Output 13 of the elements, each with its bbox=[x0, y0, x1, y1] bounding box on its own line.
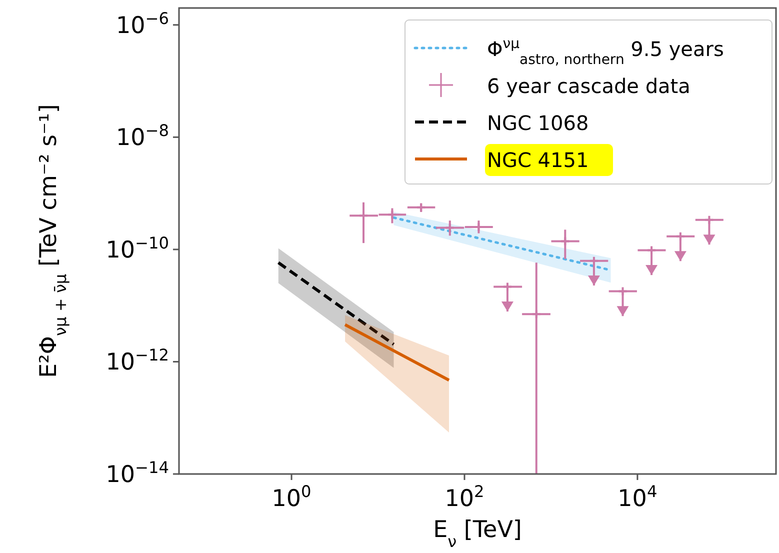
legend-label: NGC 4151 bbox=[487, 148, 589, 172]
legend-label: 6 year cascade data bbox=[487, 74, 690, 98]
y-tick-label: 10$^{−8}$ bbox=[116, 120, 169, 152]
x-tick-label: 10$^{4}$ bbox=[618, 482, 658, 512]
x-tick-label: 10$^{2}$ bbox=[444, 482, 484, 512]
legend-label: Φ$^{νμ}$$_{astro, northern}$ 9.5 years bbox=[487, 36, 724, 68]
y-tick-label: 10$^{−10}$ bbox=[106, 232, 169, 264]
x-tick-label: 10$^{0}$ bbox=[272, 482, 312, 512]
legend-label: NGC 1068 bbox=[487, 111, 589, 135]
y-tick-label: 10$^{−6}$ bbox=[116, 8, 169, 39]
y-tick-label: 10$^{−14}$ bbox=[106, 458, 169, 488]
x-axis-title: E$_{ν}$ [TeV] bbox=[433, 517, 522, 550]
y-tick-label: 10$^{−12}$ bbox=[106, 345, 169, 376]
